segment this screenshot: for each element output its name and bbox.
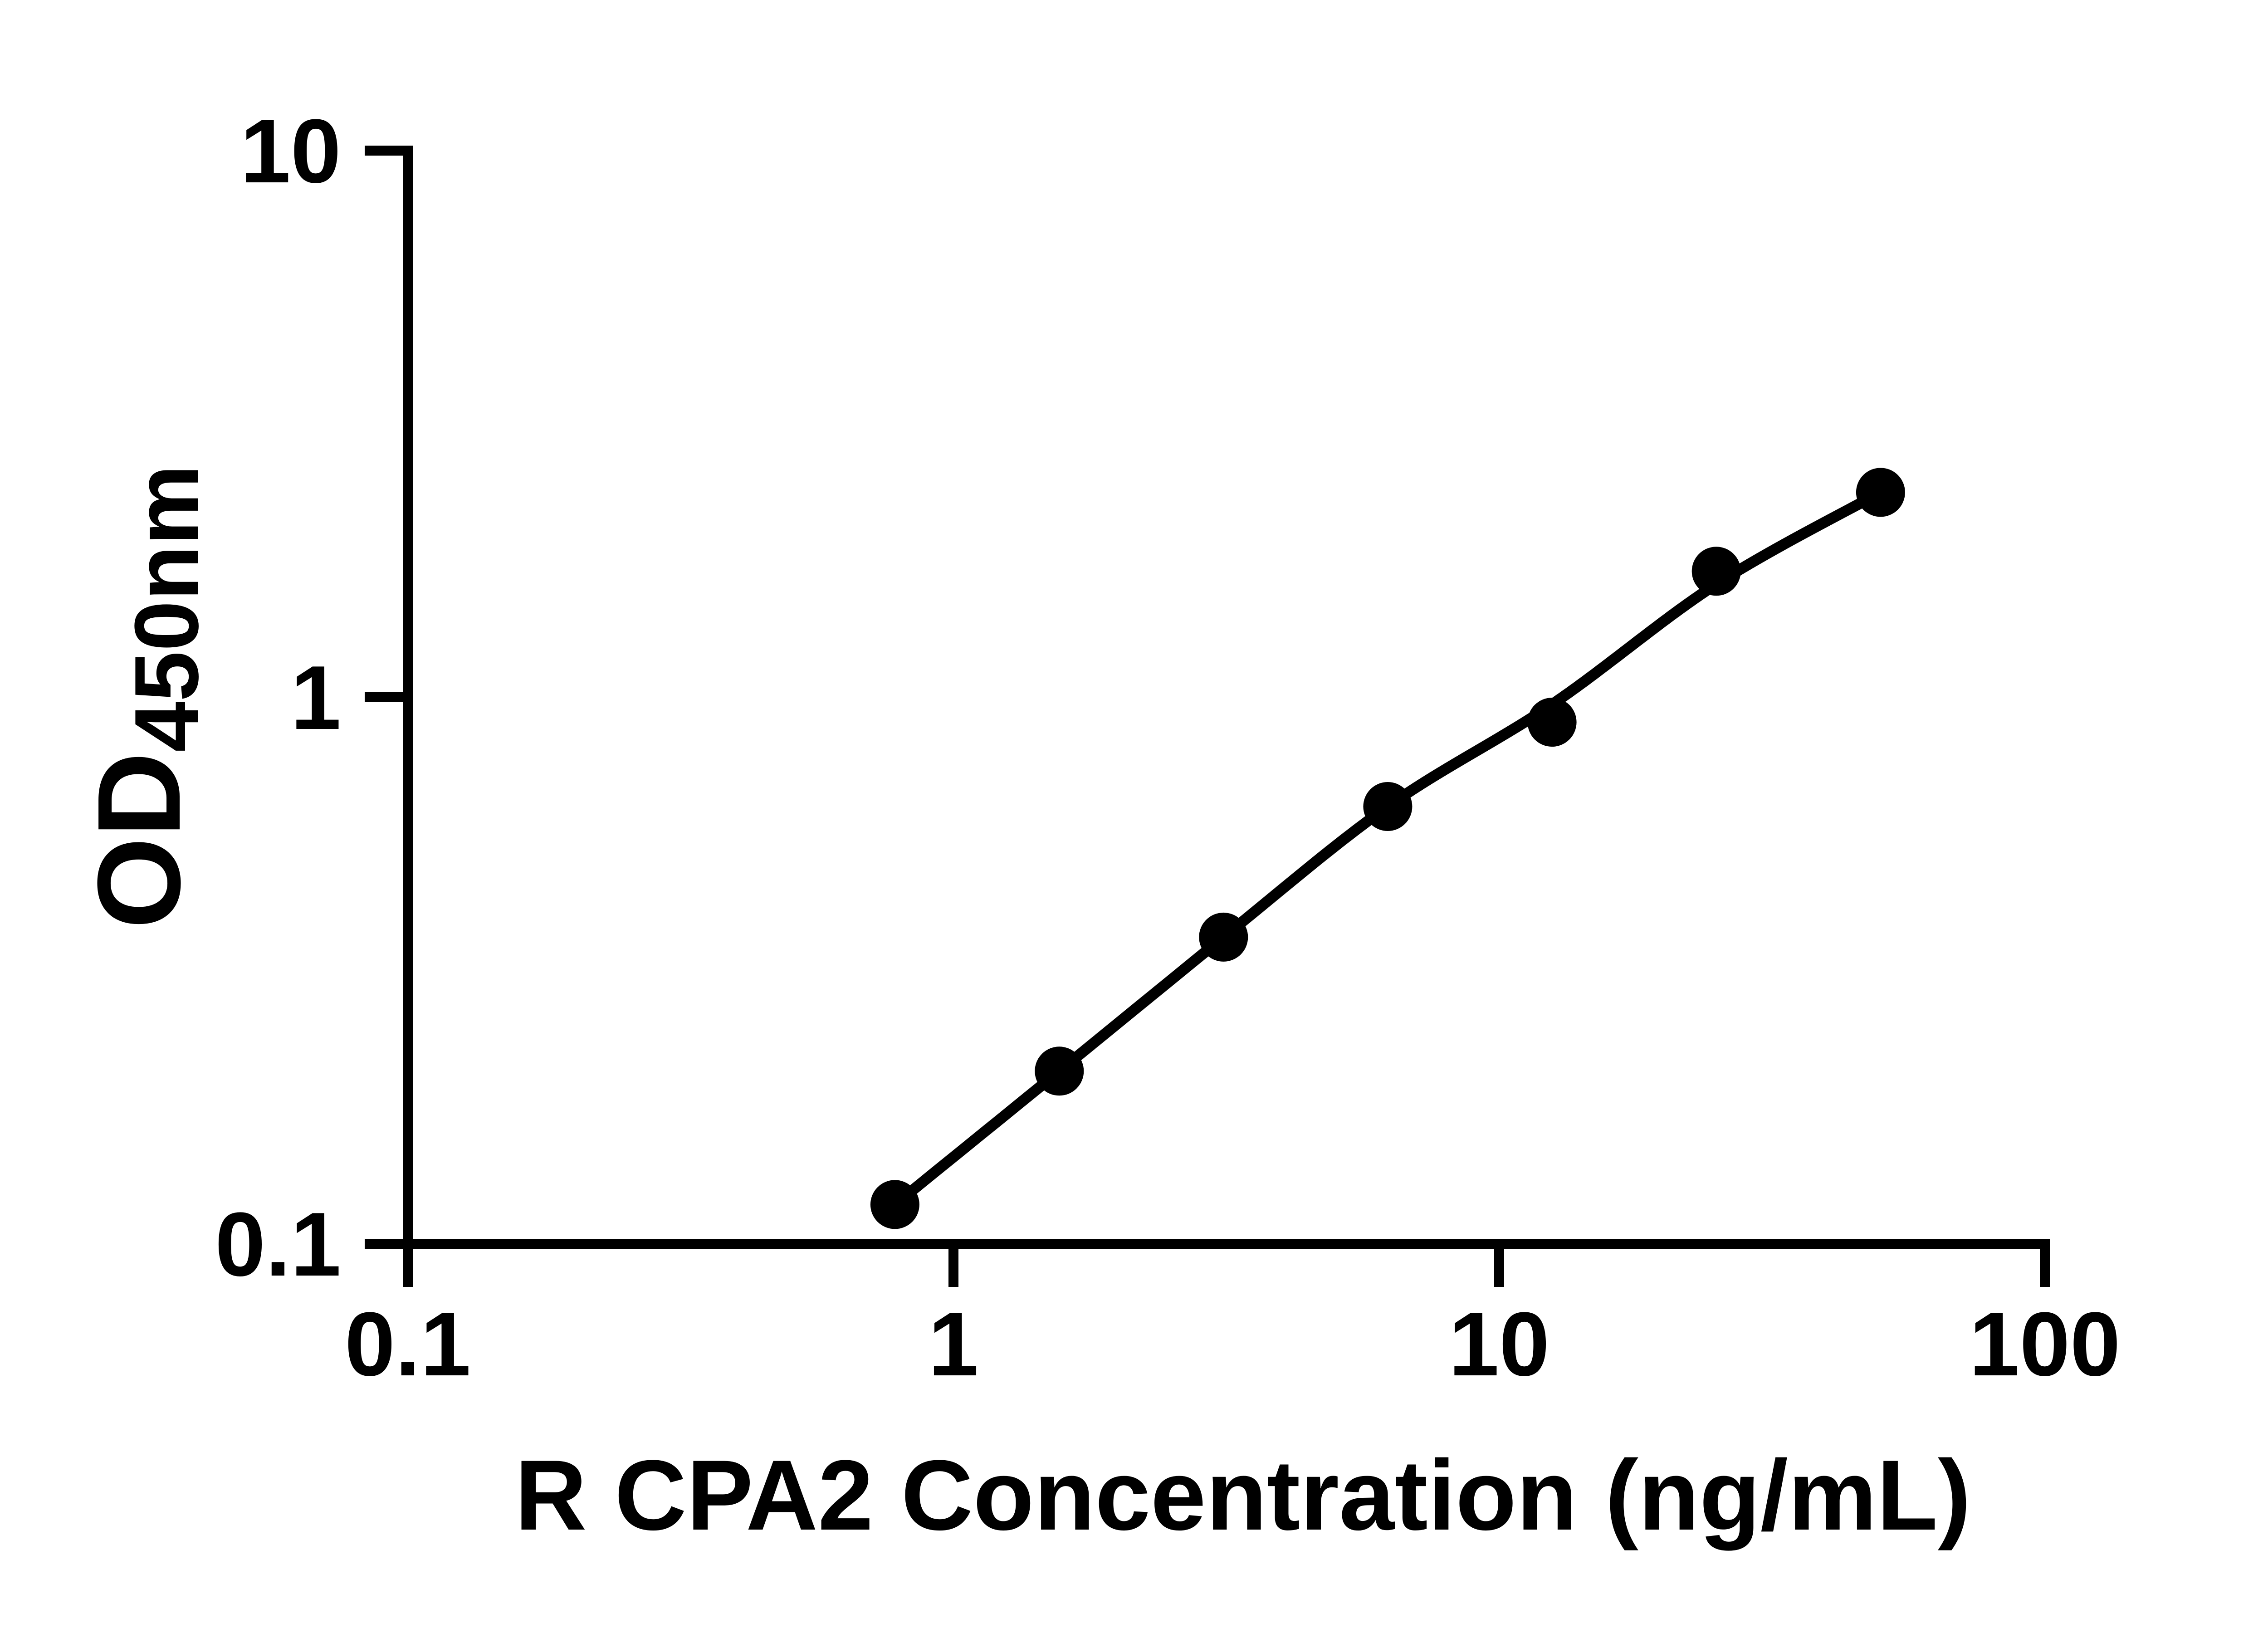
y-axis-title-main: OD xyxy=(73,752,205,929)
data-point xyxy=(1691,547,1741,596)
y-axis-title-sub: 450nm xyxy=(116,464,217,752)
y-axis-tick-label: 10 xyxy=(240,101,341,202)
x-axis-tick-label: 1 xyxy=(928,1294,978,1395)
y-axis-tick-label: 1 xyxy=(291,647,341,748)
y-axis-ticks xyxy=(365,146,408,1249)
fit-curve xyxy=(891,487,1883,1209)
x-axis-tick-label: 10 xyxy=(1449,1294,1549,1395)
x-axis-title: R CPA2 Concentration (ng/mL) xyxy=(515,1439,1971,1551)
data-point xyxy=(870,1180,919,1229)
plot-area: 0.1 1 10 0.1 1 10 100 R CPA2 Concentration (n… xyxy=(73,101,2121,1551)
y-axis-tick-labels: 0.1 1 10 xyxy=(215,101,341,1295)
data-point xyxy=(1035,1046,1084,1096)
data-point xyxy=(1199,912,1248,962)
x-axis-tick-label: 0.1 xyxy=(345,1294,471,1395)
x-axis-tick-label: 100 xyxy=(1969,1294,2121,1395)
data-point xyxy=(1856,468,1905,517)
y-axis-title: OD450nm xyxy=(73,464,217,929)
data-points xyxy=(870,468,1905,1229)
y-axis-tick-label: 0.1 xyxy=(215,1194,341,1295)
data-point xyxy=(1527,698,1577,747)
x-axis-tick-labels: 0.1 1 10 100 xyxy=(345,1294,2121,1395)
data-point xyxy=(1363,782,1413,831)
x-axis-ticks xyxy=(403,1244,2050,1287)
